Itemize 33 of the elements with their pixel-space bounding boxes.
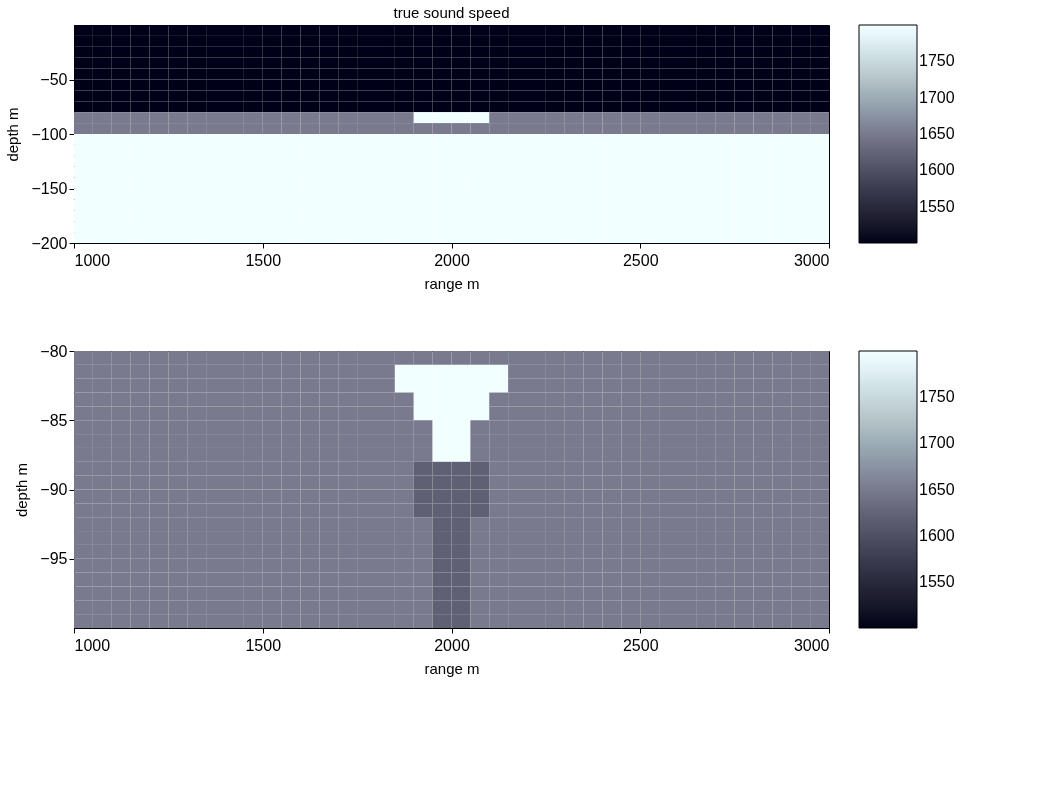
color-bar-label: 1550 xyxy=(919,197,955,215)
x-tick-label: 2000 xyxy=(434,251,470,269)
y-tick-label: −80 xyxy=(40,342,68,360)
x-tick-label: 3000 xyxy=(793,251,830,269)
y-tick-label: −85 xyxy=(40,411,68,429)
x-tick-label: 2500 xyxy=(622,251,659,269)
y-tick-label: −150 xyxy=(31,180,68,197)
color-bar-label: 1550 xyxy=(919,572,955,590)
y-axis-title: depth m xyxy=(13,462,31,518)
x-axis-title: range m xyxy=(424,274,480,292)
x-tick-label: 1500 xyxy=(245,251,282,269)
x-tick-label: 2000 xyxy=(434,636,470,654)
x-axis-title: range m xyxy=(424,659,480,677)
color-bar-label: 1600 xyxy=(919,526,955,544)
color-bar-label: 1600 xyxy=(919,161,955,179)
x-tick-label: 3000 xyxy=(793,636,830,654)
x-tick-label: 1000 xyxy=(74,251,111,269)
y-tick-label: −95 xyxy=(40,550,68,568)
x-tick-label: 1000 xyxy=(74,636,111,654)
color-bar-label: 1650 xyxy=(919,125,955,142)
color-bar-label: 1650 xyxy=(919,480,955,498)
color-bar-label: 1750 xyxy=(919,388,955,406)
x-tick-label: 2500 xyxy=(622,636,659,654)
color-bar-label: 1700 xyxy=(919,88,955,106)
y-axis-title: depth m xyxy=(4,107,22,162)
y-tick-label: −50 xyxy=(40,71,68,88)
color-bar-label: 1700 xyxy=(919,434,955,452)
color-bar-label: 1750 xyxy=(919,52,955,70)
y-tick-label: −100 xyxy=(31,125,68,143)
y-tick-label: −90 xyxy=(40,481,68,498)
chart-title: true sound speed xyxy=(393,4,510,21)
x-tick-label: 1500 xyxy=(245,636,282,654)
y-tick-label: −200 xyxy=(31,234,68,252)
